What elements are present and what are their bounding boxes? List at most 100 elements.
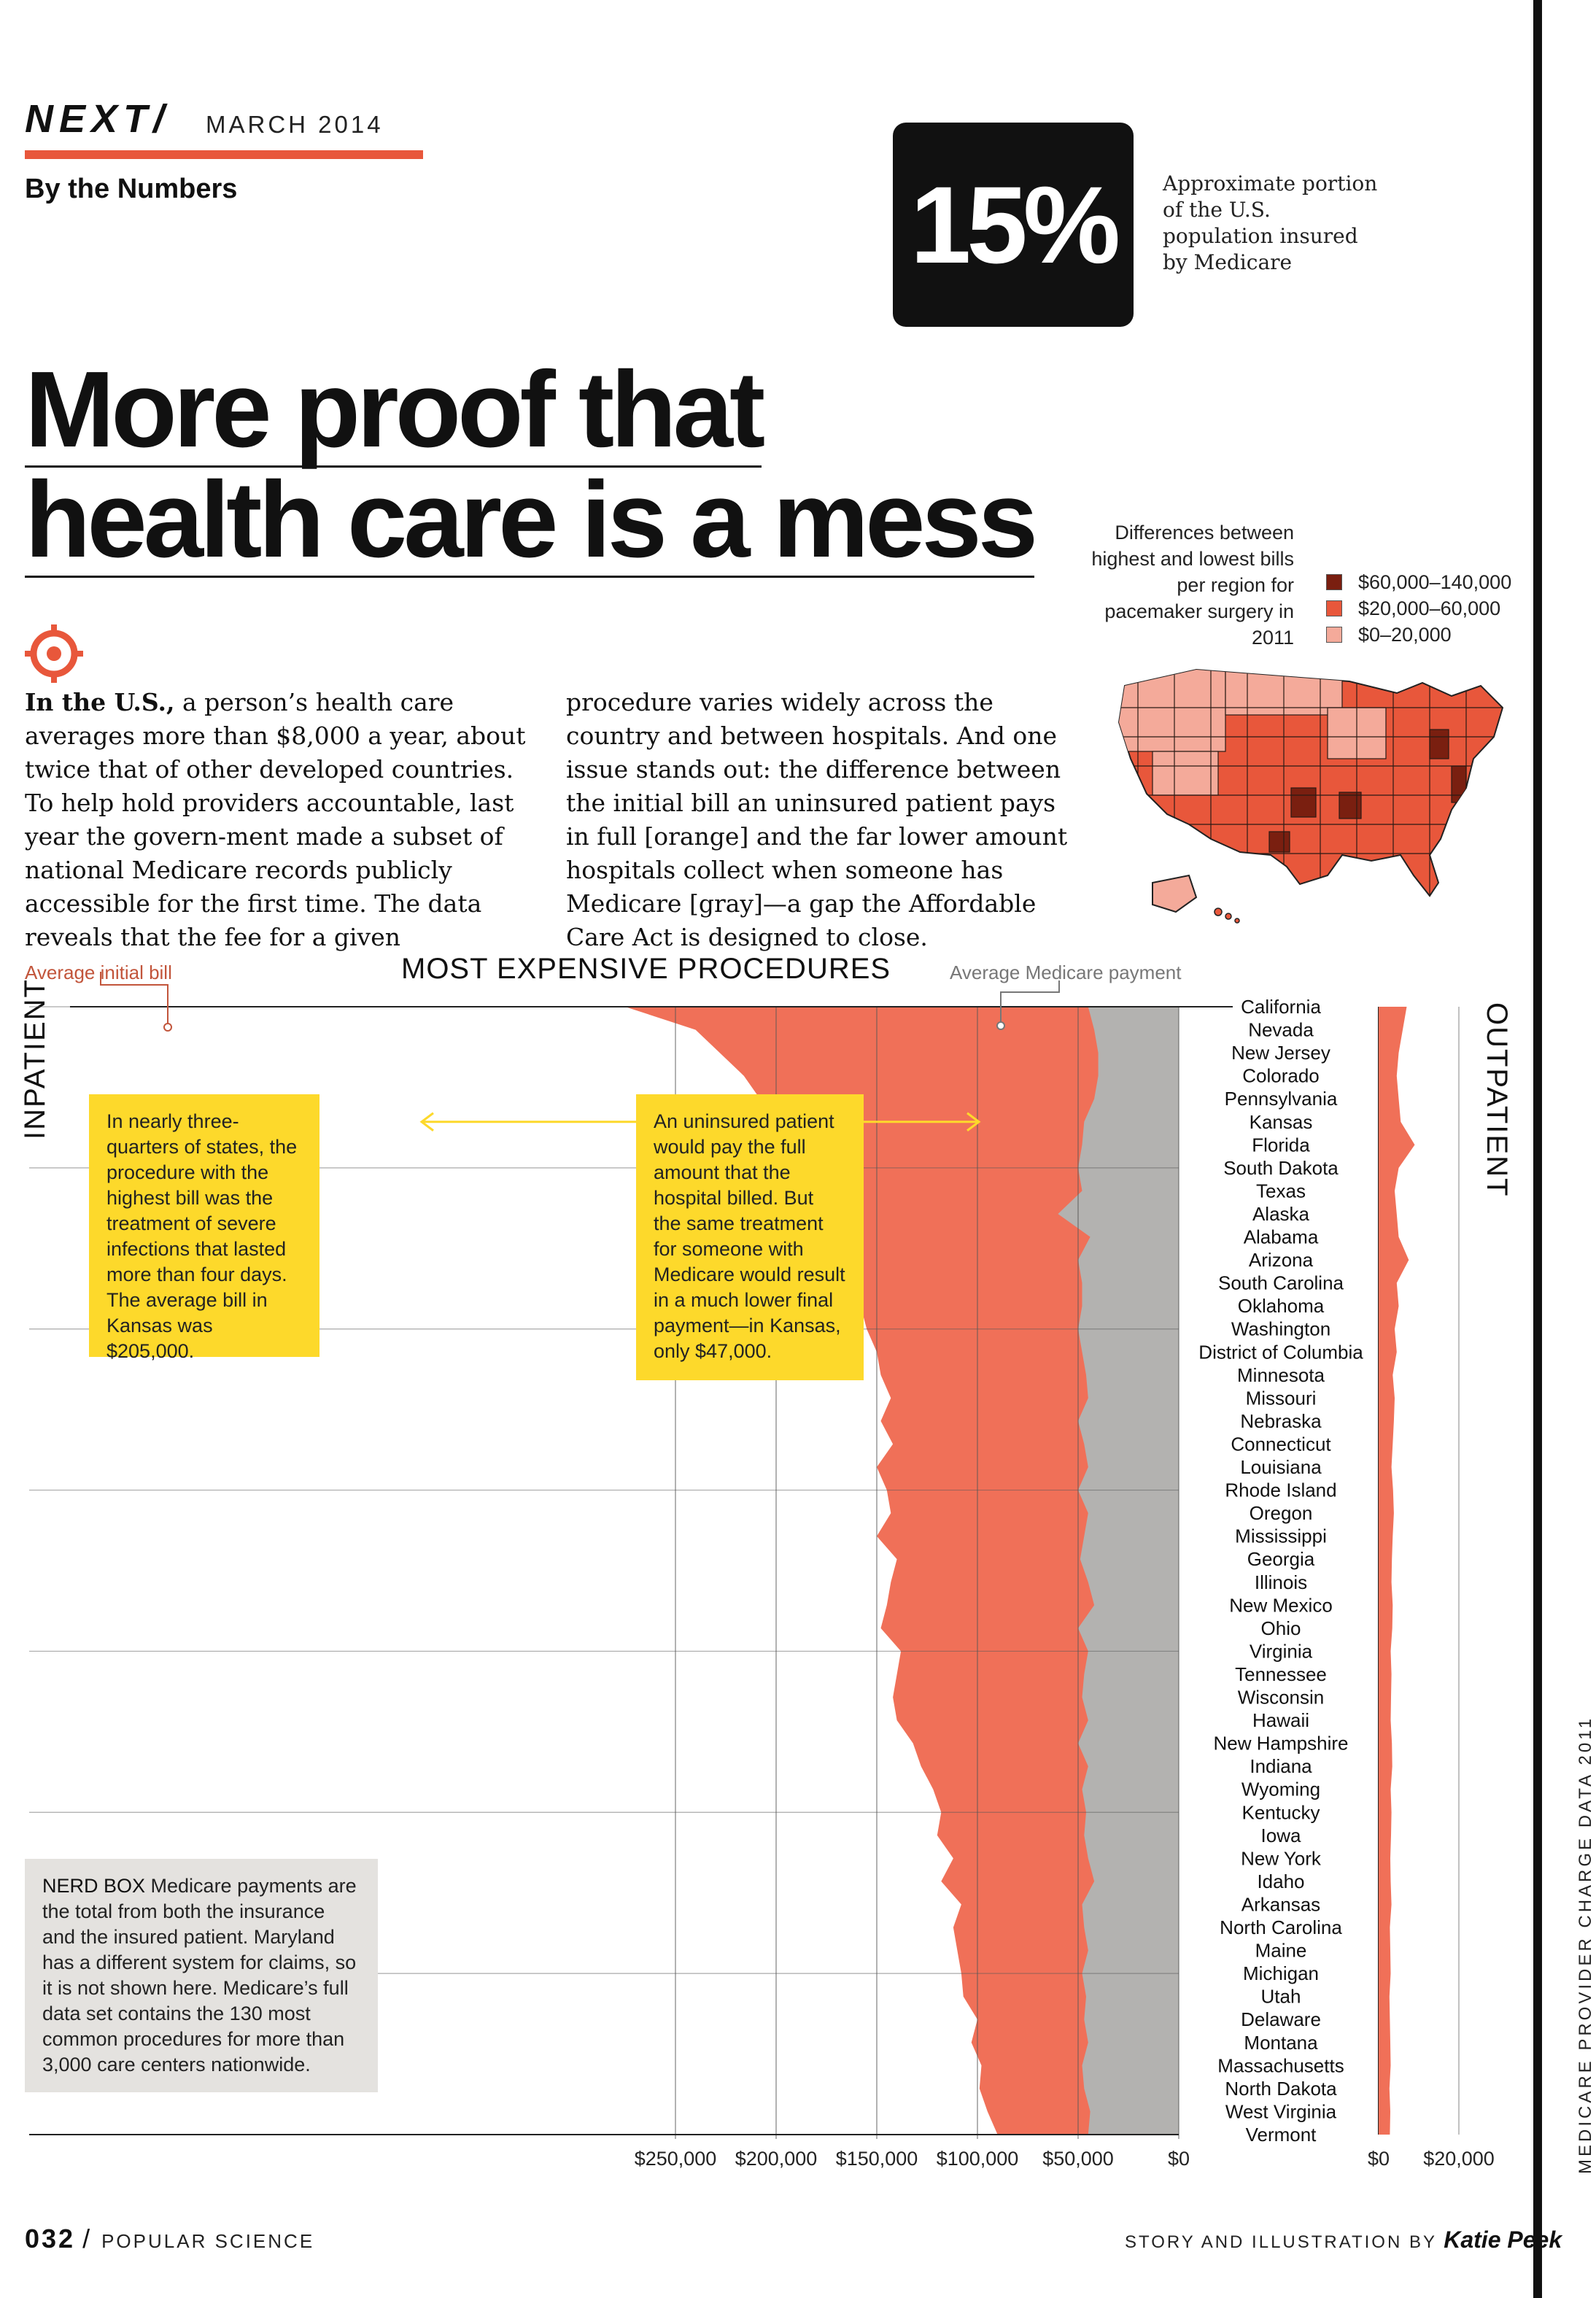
state-label: North Carolina <box>1220 1916 1342 1938</box>
outpatient-area <box>1379 1007 1415 2135</box>
state-label: Wyoming <box>1241 1779 1320 1800</box>
publication-name: POPULAR SCIENCE <box>101 2230 315 2252</box>
state-label: Montana <box>1244 2032 1318 2054</box>
legend-label-low: $0–20,000 <box>1358 623 1452 646</box>
state-label: South Dakota <box>1223 1157 1339 1179</box>
footer-page: 032 / POPULAR SCIENCE <box>25 2224 315 2253</box>
state-label: Massachusetts <box>1217 2054 1344 2076</box>
state-label: Virginia <box>1250 1640 1313 1662</box>
state-label: Kentucky <box>1242 1801 1320 1823</box>
state-label: Delaware <box>1241 2008 1321 2030</box>
state-label: Tennessee <box>1235 1663 1327 1685</box>
x-tick-label: $0 <box>1168 2148 1190 2170</box>
stat-value: 15% <box>910 163 1120 286</box>
avg-medicare-leader <box>1000 980 1060 1026</box>
nerd-box-text: Medicare payments are the total from bot… <box>42 1875 357 2075</box>
avg-medicare-label: Average Medicare payment <box>950 962 1182 983</box>
state-label: Michigan <box>1243 1962 1319 1984</box>
right-edge-rule <box>1533 0 1542 2298</box>
callout-right: An uninsured patient would pay the full … <box>636 1094 864 1380</box>
state-label: Connecticut <box>1231 1433 1331 1455</box>
outpatient-tick-label: $0 <box>1368 2148 1390 2170</box>
state-label: Washington <box>1231 1318 1330 1340</box>
author-name: Katie Peek <box>1444 2227 1562 2253</box>
x-tick-label: $150,000 <box>836 2148 918 2170</box>
brand-rule <box>25 150 423 159</box>
state-label: Nevada <box>1248 1019 1314 1041</box>
state-label: Idaho <box>1257 1870 1304 1892</box>
state-label: Alabama <box>1244 1226 1319 1248</box>
state-label: Minnesota <box>1237 1364 1325 1386</box>
initial-bill-area <box>625 1007 1179 2135</box>
gap-arrow-left-head <box>419 1112 434 1131</box>
map-legend: $60,000–140,000 $20,000–60,000 $0–20,000 <box>1326 569 1511 648</box>
headline-line-2: health care is a mess <box>25 460 1038 580</box>
issue-date: MARCH 2014 <box>206 111 384 138</box>
body-text-1: a person’s health care averages more tha… <box>25 688 526 951</box>
stat-caption: Approximate portion of the U.S. populati… <box>1163 171 1378 274</box>
state-label: Missouri <box>1246 1387 1317 1409</box>
us-region-map <box>1117 668 1504 924</box>
page-number: 032 <box>25 2224 76 2253</box>
x-tick-label: $50,000 <box>1042 2148 1114 2170</box>
state-label: Arkansas <box>1241 1893 1320 1915</box>
headline-line-1: More proof that <box>25 349 765 470</box>
state-label: Kansas <box>1250 1111 1313 1133</box>
page-headline: More proof that health care is a mess <box>25 349 1038 580</box>
state-label: Georgia <box>1247 1548 1315 1570</box>
state-label: West Virginia <box>1225 2100 1337 2122</box>
state-label: Utah <box>1261 1986 1301 2008</box>
stat-badge: 15% <box>893 123 1134 327</box>
state-label: District of Columbia <box>1198 1341 1363 1363</box>
state-label: Colorado <box>1242 1065 1320 1087</box>
state-label: Nebraska <box>1240 1410 1322 1432</box>
legend-item-high: $60,000–140,000 <box>1326 569 1511 595</box>
chart-title: MOST EXPENSIVE PROCEDURES <box>401 953 891 985</box>
callout-left: In nearly three-quarters of states, the … <box>89 1094 319 1362</box>
state-label: North Dakota <box>1225 2078 1337 2100</box>
section-title: By the Numbers <box>25 174 238 204</box>
avg-initial-bill-label: Average initial bill <box>25 962 172 983</box>
state-label: Alaska <box>1252 1203 1310 1225</box>
avg-initial-marker <box>163 1023 172 1032</box>
legend-label-mid: $20,000–60,000 <box>1358 597 1501 619</box>
brand-logo: NEXT/ <box>25 97 171 141</box>
state-label: Oregon <box>1250 1502 1313 1524</box>
legend-item-low: $0–20,000 <box>1326 622 1511 648</box>
body-lead: In the U.S., <box>25 688 175 716</box>
credit-text: STORY AND ILLUSTRATION BY <box>1125 2232 1437 2252</box>
state-label: Illinois <box>1255 1571 1307 1593</box>
nerd-box-title: NERD BOX <box>42 1875 146 1897</box>
legend-swatch-high <box>1326 574 1342 590</box>
map-caption: Differences between highest and lowest b… <box>1091 522 1294 649</box>
state-label: Texas <box>1256 1180 1306 1202</box>
state-label: New Jersey <box>1231 1042 1330 1064</box>
target-icon <box>25 624 83 683</box>
state-label: Ohio <box>1261 1617 1301 1639</box>
legend-item-mid: $20,000–60,000 <box>1326 595 1511 622</box>
state-label: Wisconsin <box>1238 1687 1324 1709</box>
state-label: Hawaii <box>1252 1709 1309 1731</box>
state-label: Rhode Island <box>1225 1479 1336 1501</box>
state-label: Florida <box>1252 1134 1310 1156</box>
x-tick-label: $100,000 <box>937 2148 1019 2170</box>
state-label: Maine <box>1255 1940 1307 1962</box>
state-label: New Mexico <box>1229 1594 1333 1616</box>
body-column-2: procedure varies widely across the count… <box>566 688 1068 951</box>
x-tick-label: $250,000 <box>635 2148 717 2170</box>
x-tick-label: $200,000 <box>735 2148 818 2170</box>
outpatient-tick-label: $20,000 <box>1423 2148 1495 2170</box>
legend-swatch-low <box>1326 627 1342 643</box>
state-label: Oklahoma <box>1238 1295 1325 1317</box>
gap-arrow-right-head <box>966 1112 981 1131</box>
legend-swatch-mid <box>1326 600 1342 616</box>
nerd-box: NERD BOX Medicare payments are the total… <box>25 1859 378 2092</box>
state-label: New Hampshire <box>1214 1733 1349 1755</box>
legend-label-high: $60,000–140,000 <box>1358 570 1512 593</box>
state-label: Arizona <box>1249 1249 1314 1271</box>
footer-credit: STORY AND ILLUSTRATION BY Katie Peek <box>1125 2227 1562 2253</box>
state-label: Indiana <box>1250 1755 1312 1777</box>
state-label: Mississippi <box>1235 1525 1327 1547</box>
medicare-area <box>1058 1007 1179 2135</box>
